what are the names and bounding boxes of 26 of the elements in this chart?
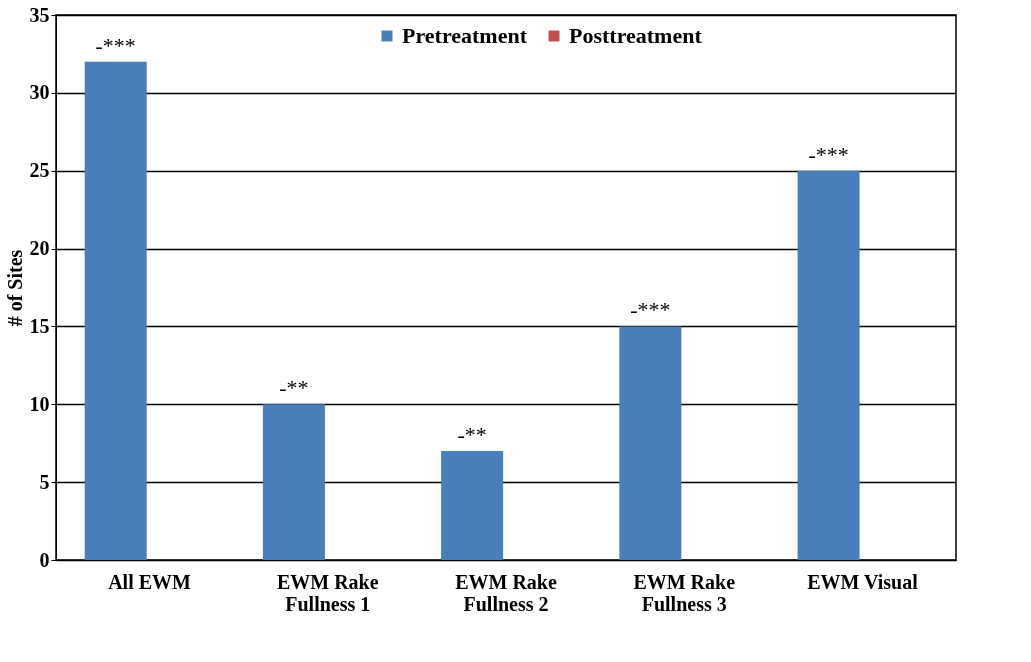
y-tick-label: 10 xyxy=(29,392,50,415)
y-tick-label: 0 xyxy=(39,548,50,571)
y-axis-title: # of Sites xyxy=(3,249,26,327)
annotation: -*** xyxy=(808,141,849,167)
bar xyxy=(262,404,325,560)
y-tick-label: 20 xyxy=(29,237,50,260)
y-tick-label: 30 xyxy=(29,81,50,104)
y-tick-label: 15 xyxy=(29,314,50,337)
x-tick-label: EWM Rake Fullness 3 xyxy=(633,570,736,615)
bar xyxy=(441,451,504,560)
bar xyxy=(619,326,682,560)
annotation: -** xyxy=(457,422,487,447)
y-tick-label: 5 xyxy=(39,470,50,493)
x-tick-label: EWM Visual xyxy=(807,570,919,593)
annotation: -*** xyxy=(630,297,671,323)
legend-label: Posttreatment xyxy=(569,23,703,48)
bar xyxy=(84,61,147,560)
x-tick-label: All EWM xyxy=(108,570,192,593)
x-tick-label: EWM Rake Fullness 2 xyxy=(455,570,557,615)
annotation: -** xyxy=(279,375,309,401)
annotation: -*** xyxy=(95,32,136,58)
y-tick-label: 25 xyxy=(29,159,50,182)
bar xyxy=(797,170,860,560)
x-tick-label: EWM Rake Fullness 1 xyxy=(276,570,379,615)
legend-label: Pretreatment xyxy=(402,23,528,48)
y-tick-label: 35 xyxy=(29,3,50,26)
